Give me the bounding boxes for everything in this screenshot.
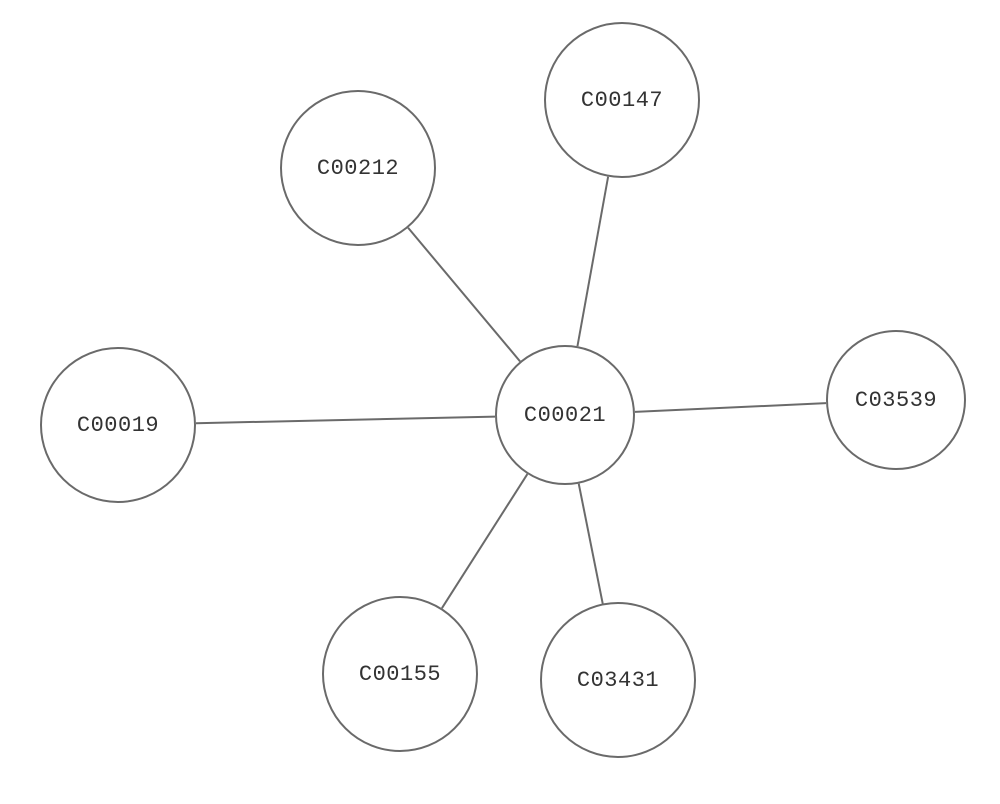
node-C03539: C03539 (826, 330, 966, 470)
node-C00019: C00019 (40, 347, 196, 503)
node-label: C03539 (855, 388, 937, 413)
node-C03431: C03431 (540, 602, 696, 758)
network-diagram: C00021 C00019 C00212 C00147 C03539 C03431 C001… (0, 0, 1000, 804)
node-label: C00019 (77, 413, 159, 438)
edge (577, 177, 608, 346)
node-label: C00021 (524, 403, 606, 428)
node-label: C03431 (577, 668, 659, 693)
node-label: C00155 (359, 662, 441, 687)
node-C00155: C00155 (322, 596, 478, 752)
node-C00021: C00021 (495, 345, 635, 485)
edge (635, 403, 826, 412)
edge (196, 417, 495, 424)
node-label: C00212 (317, 156, 399, 181)
node-label: C00147 (581, 88, 663, 113)
edge (442, 474, 527, 608)
edge (579, 484, 603, 604)
node-C00147: C00147 (544, 22, 700, 178)
edge (408, 228, 520, 362)
node-C00212: C00212 (280, 90, 436, 246)
